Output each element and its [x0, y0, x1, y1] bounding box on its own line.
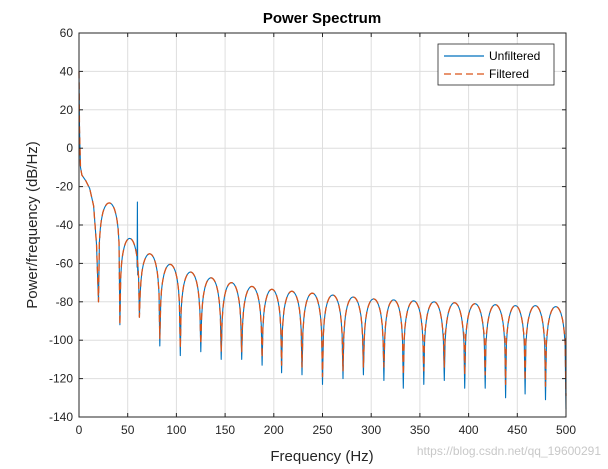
- x-tick-label: 150: [215, 423, 235, 437]
- x-tick-label: 250: [312, 423, 332, 437]
- y-tick-label: 0: [66, 141, 73, 155]
- x-tick-label: 500: [556, 423, 576, 437]
- y-tick-label: -80: [56, 295, 74, 309]
- x-tick-label: 450: [507, 423, 527, 437]
- y-tick-label: -100: [49, 333, 73, 347]
- x-tick-label: 50: [121, 423, 135, 437]
- x-tick-label: 100: [166, 423, 186, 437]
- x-tick-label: 200: [264, 423, 284, 437]
- axis-ticks: 0 50 100 150 200 250 300 350 400 450 500-140-120-1…: [49, 26, 576, 437]
- y-tick-label: -40: [56, 218, 74, 232]
- series-line-filtered: [78, 71, 567, 396]
- x-tick-label: 400: [459, 423, 479, 437]
- legend-box: [437, 43, 555, 86]
- x-tick-label: 0: [76, 423, 83, 437]
- watermark: https://blog.csdn.net/qq_19600291: [417, 444, 601, 458]
- x-tick-label: 300: [361, 423, 381, 437]
- y-tick-label: -140: [49, 410, 73, 424]
- y-tick-label: -20: [56, 180, 74, 194]
- legend-label-unfiltered: Unfiltered: [489, 49, 540, 63]
- x-axis-label: Frequency (Hz): [270, 448, 373, 465]
- x-tick-label: 350: [410, 423, 430, 437]
- legend: Unfiltered Filtered: [437, 43, 555, 86]
- y-axis-label: Power/frequency (dB/Hz): [24, 141, 41, 309]
- y-tick-label: 40: [60, 64, 74, 78]
- y-tick-label: -60: [56, 256, 74, 270]
- grid: [79, 33, 566, 417]
- legend-label-filtered: Filtered: [489, 67, 529, 81]
- chart-title: Power Spectrum: [263, 10, 381, 27]
- series-lines: [78, 71, 567, 410]
- y-tick-label: 60: [60, 26, 74, 40]
- y-tick-label: 20: [60, 103, 74, 117]
- y-tick-label: -120: [49, 372, 73, 386]
